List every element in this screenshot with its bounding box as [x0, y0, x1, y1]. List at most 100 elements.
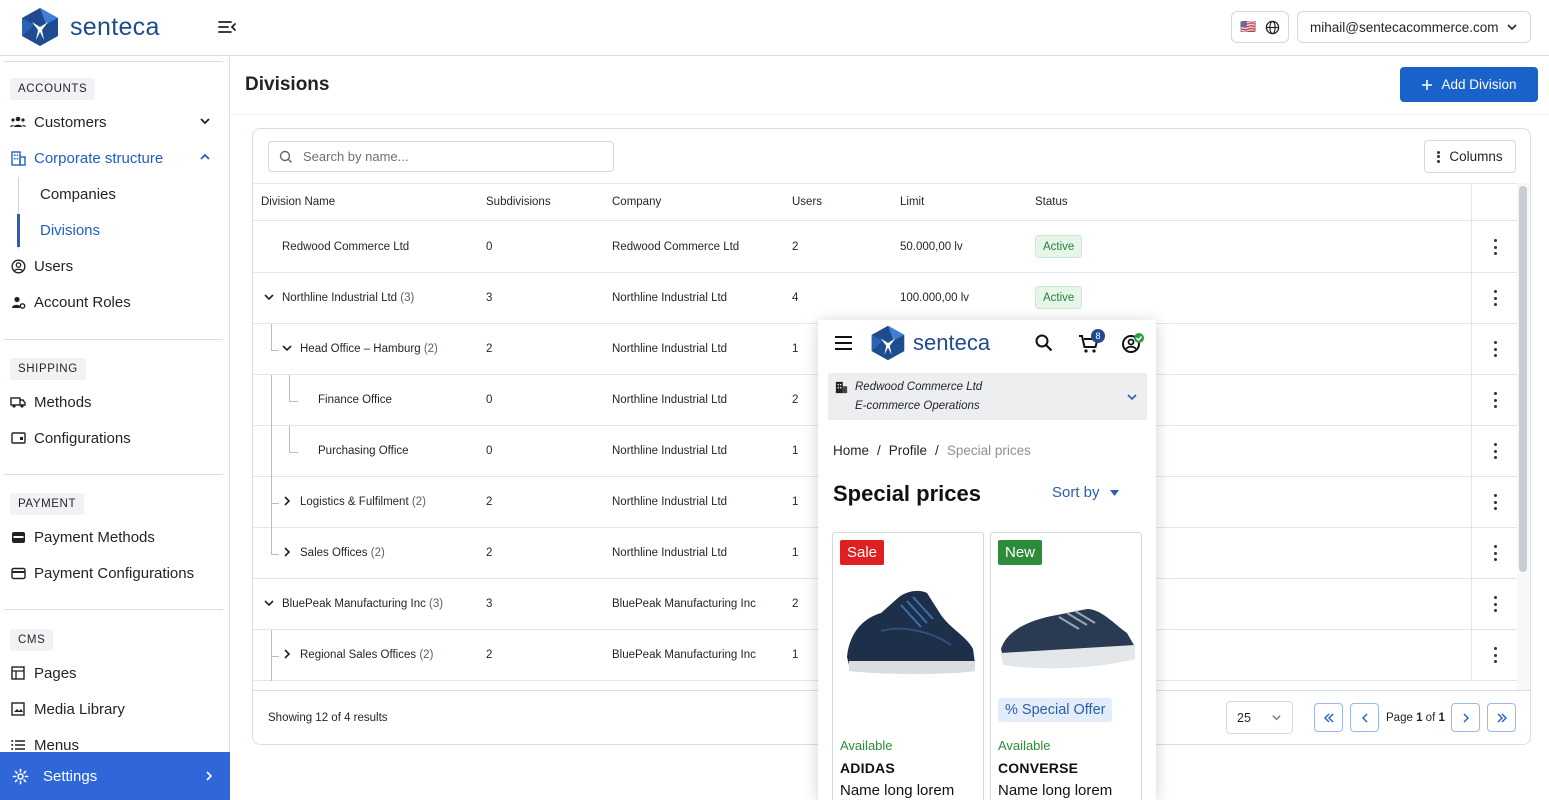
- scrollbar-thumb[interactable]: [1519, 186, 1527, 572]
- column-header-division-name[interactable]: Division Name: [261, 196, 336, 208]
- column-header-subdivisions[interactable]: Subdivisions: [486, 196, 551, 208]
- account-verified-icon[interactable]: [1121, 333, 1145, 355]
- row-actions-icon[interactable]: [1489, 494, 1501, 510]
- divider: [4, 61, 223, 62]
- division-name: Redwood Commerce Ltd: [282, 241, 410, 253]
- sidebar-item-media-library[interactable]: Media Library: [10, 696, 220, 722]
- sidebar-collapse-icon[interactable]: [216, 16, 238, 38]
- sidebar-item-payment-configurations[interactable]: Payment Configurations: [10, 560, 220, 586]
- sort-dropdown[interactable]: Sort by: [1052, 484, 1119, 501]
- table-row[interactable]: Northline Industrial Ltd (3) 3 Northline…: [253, 273, 1517, 324]
- sidebar-item-users[interactable]: Users: [10, 253, 220, 279]
- sidebar-item-account-roles[interactable]: Account Roles: [10, 289, 220, 315]
- users-cell: 1: [792, 649, 799, 661]
- column-header-status[interactable]: Status: [1035, 196, 1068, 208]
- sidebar-item-menus[interactable]: Menus: [10, 732, 220, 758]
- breadcrumb-separator: /: [935, 443, 939, 458]
- sidebar-item-label: Corporate structure: [34, 149, 164, 167]
- row-actions-icon[interactable]: [1489, 443, 1501, 459]
- chevron-right-icon: [206, 771, 213, 781]
- table-row[interactable]: Redwood Commerce Ltd 0 Redwood Commerce …: [253, 222, 1517, 273]
- divider: [1471, 477, 1472, 528]
- row-actions-icon[interactable]: [1489, 545, 1501, 561]
- subdivisions-cell: 2: [486, 343, 493, 355]
- availability-label: Available: [998, 738, 1051, 753]
- sidebar-item-configurations[interactable]: Configurations: [10, 425, 220, 451]
- chevron-down-icon: [1272, 715, 1281, 721]
- divider: [1471, 375, 1472, 426]
- row-actions-icon[interactable]: [1489, 392, 1501, 408]
- division-name: E-commerce Operations: [855, 400, 980, 412]
- subdivisions-cell: 3: [486, 598, 493, 610]
- sidebar-item-pages[interactable]: Pages: [10, 660, 220, 686]
- language-selector[interactable]: 🇺🇸: [1231, 11, 1289, 43]
- last-page-button[interactable]: [1487, 703, 1516, 732]
- company-selector[interactable]: Redwood Commerce Ltd E-commerce Operatio…: [828, 373, 1147, 420]
- product-card[interactable]: Sale Available ADIDAS Name long lorem: [832, 532, 984, 800]
- sidebar-item-payment-methods[interactable]: Payment Methods: [10, 524, 220, 550]
- sidebar-item-companies[interactable]: Companies: [40, 186, 116, 203]
- credit-card-icon: [10, 565, 26, 581]
- chevron-down-icon: [1127, 394, 1137, 401]
- subdivisions-cell: 3: [486, 292, 493, 304]
- new-tag: New: [998, 540, 1043, 565]
- divider: [1471, 528, 1472, 579]
- section-shipping: SHIPPING: [10, 358, 86, 380]
- division-name: Head Office – Hamburg (2): [300, 343, 438, 355]
- column-header-company[interactable]: Company: [612, 196, 662, 208]
- breadcrumb-home[interactable]: Home: [833, 443, 870, 458]
- breadcrumb-profile[interactable]: Profile: [888, 443, 928, 458]
- sidebar-item-label: Account Roles: [34, 293, 131, 311]
- search-input[interactable]: [303, 149, 603, 164]
- first-page-button[interactable]: [1314, 703, 1343, 732]
- row-actions-icon[interactable]: [1489, 239, 1501, 255]
- senteca-logo-icon[interactable]: [868, 324, 908, 362]
- chevron-up-icon: [200, 153, 210, 160]
- row-actions-icon[interactable]: [1489, 341, 1501, 357]
- add-division-button[interactable]: Add Division: [1400, 67, 1538, 102]
- section-accounts: ACCOUNTS: [10, 78, 96, 100]
- chevron-down-icon: [200, 118, 210, 125]
- column-header-users[interactable]: Users: [792, 196, 823, 208]
- search-icon: [279, 150, 292, 163]
- page-size-select[interactable]: 25: [1226, 701, 1293, 734]
- chevron-down-icon[interactable]: [263, 291, 275, 303]
- company-cell: Northline Industrial Ltd: [612, 292, 728, 304]
- subdivisions-cell: 0: [486, 241, 493, 253]
- search-field[interactable]: [268, 141, 614, 172]
- next-page-button[interactable]: [1451, 703, 1480, 732]
- row-actions-icon[interactable]: [1489, 596, 1501, 612]
- search-icon[interactable]: [1035, 334, 1053, 352]
- brand-logo[interactable]: senteca: [18, 6, 160, 48]
- row-actions-icon[interactable]: [1489, 290, 1501, 306]
- product-name: Name long lorem: [998, 782, 1113, 799]
- row-actions-icon[interactable]: [1489, 647, 1501, 663]
- previous-page-button[interactable]: [1350, 703, 1379, 732]
- columns-button[interactable]: Columns: [1424, 140, 1516, 173]
- sidebar-item-settings[interactable]: Settings: [0, 752, 230, 800]
- user-menu[interactable]: mihail@sentecacommerce.com: [1297, 11, 1531, 43]
- chevron-right-icon[interactable]: [281, 495, 293, 507]
- tree-line: [289, 375, 290, 401]
- division-name: Finance Office: [318, 394, 392, 406]
- chevron-down-icon[interactable]: [263, 597, 275, 609]
- sidebar-item-methods[interactable]: Methods: [10, 389, 220, 415]
- truck-icon: [10, 394, 26, 410]
- division-name: BluePeak Manufacturing Inc (3): [282, 598, 444, 610]
- sidebar-item-customers[interactable]: Customers: [10, 109, 220, 135]
- product-name: Name long lorem: [840, 782, 955, 799]
- tree-line: [271, 656, 279, 657]
- product-card[interactable]: New % Special Offer Available CONVERSE N…: [990, 532, 1142, 800]
- hamburger-menu-icon[interactable]: [834, 335, 853, 351]
- chevrons-right-icon: [1497, 713, 1507, 722]
- divider: [231, 114, 1549, 115]
- chevron-right-icon[interactable]: [281, 648, 293, 660]
- chevron-down-icon[interactable]: [281, 342, 293, 354]
- chevron-right-icon[interactable]: [281, 546, 293, 558]
- sidebar-item-corporate-structure[interactable]: Corporate structure: [10, 145, 220, 171]
- box-icon: [10, 430, 26, 446]
- sidebar-item-divisions[interactable]: Divisions: [40, 222, 101, 239]
- columns-label: Columns: [1449, 149, 1503, 164]
- column-header-limit[interactable]: Limit: [900, 196, 925, 208]
- breadcrumb-current: Special prices: [946, 443, 1031, 458]
